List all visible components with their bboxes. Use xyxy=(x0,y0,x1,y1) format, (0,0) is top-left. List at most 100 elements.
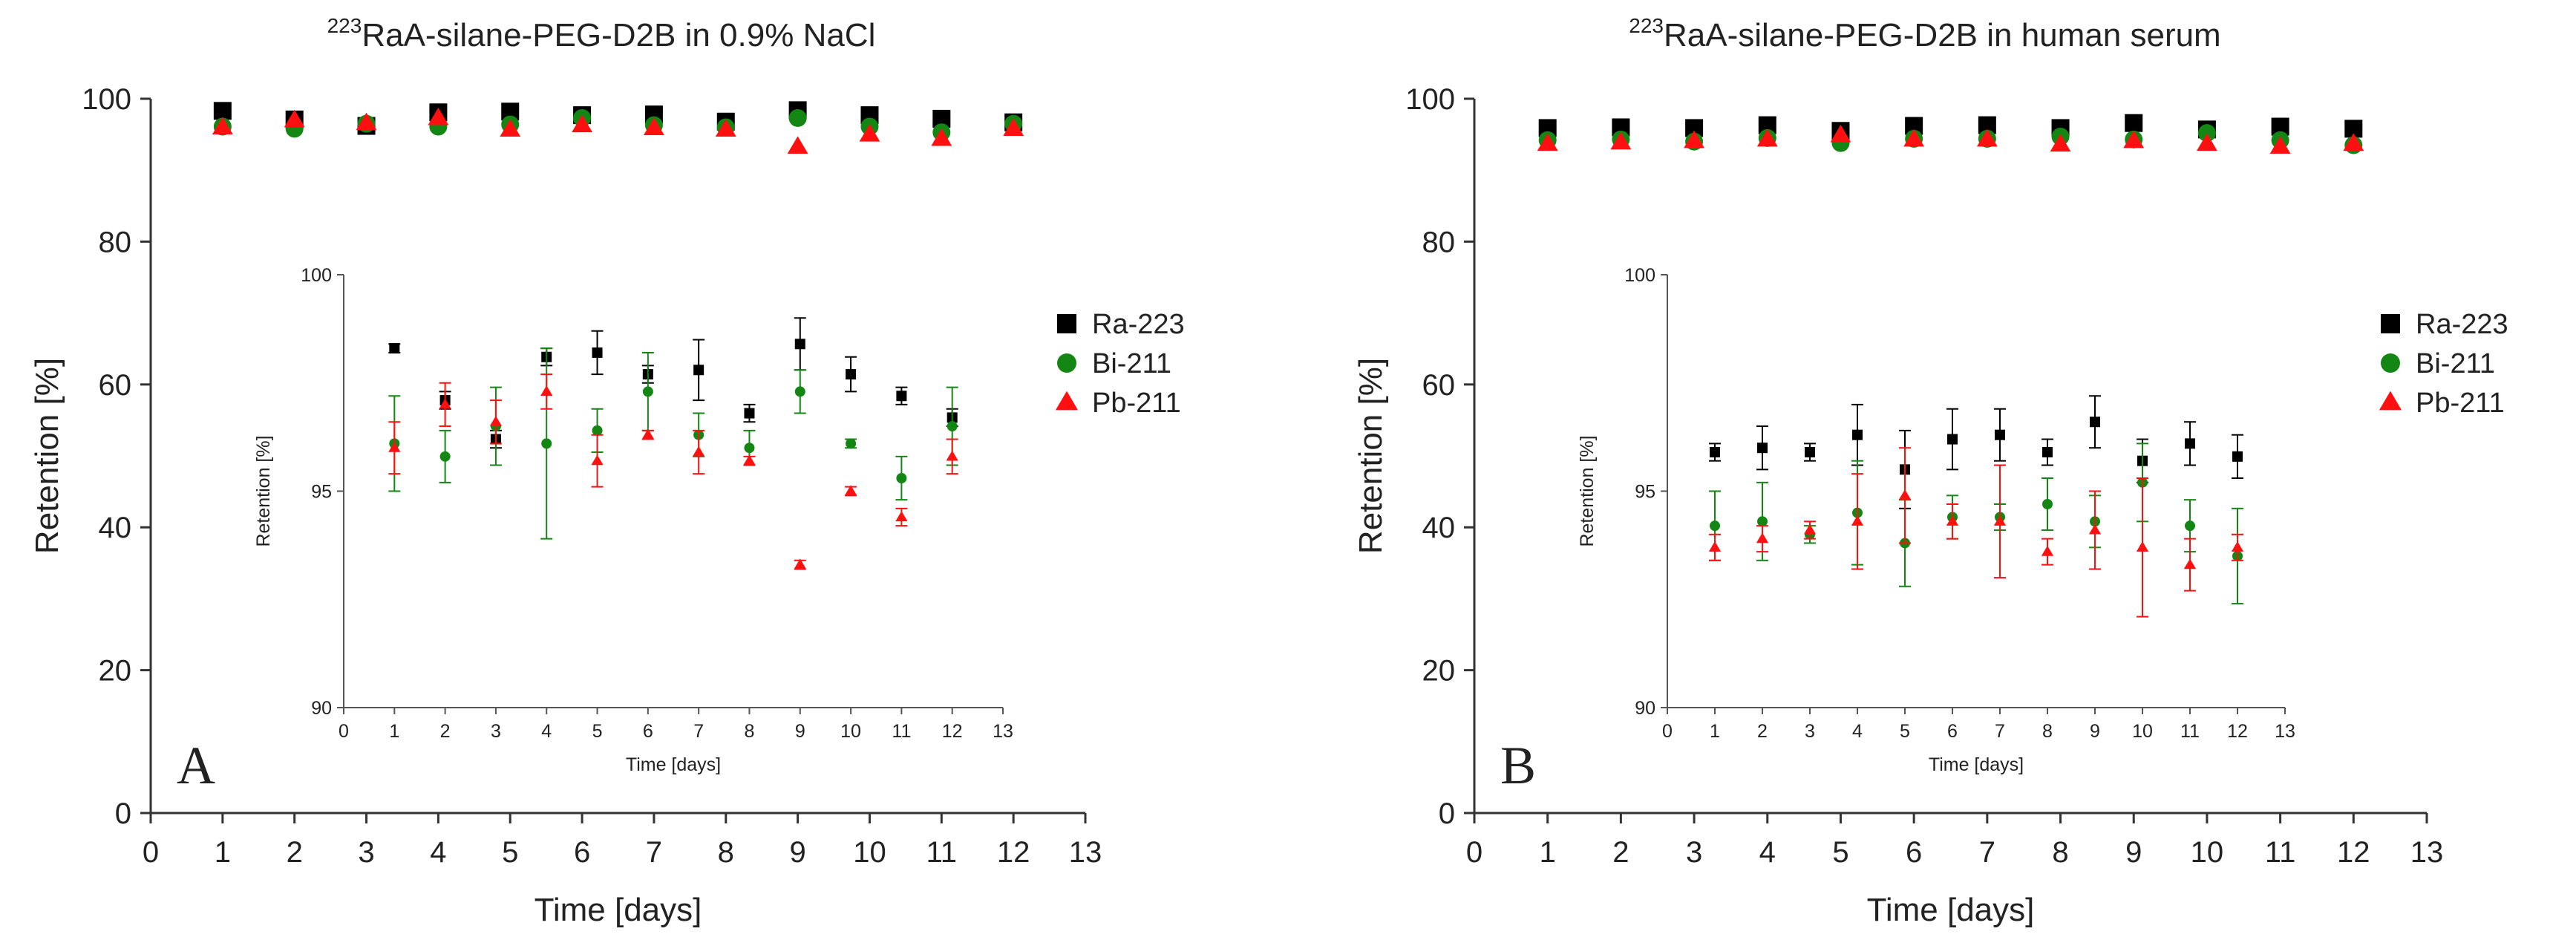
chart-title-superscript: 223 xyxy=(327,14,362,37)
x-tick-label: 0 xyxy=(143,836,159,869)
y-axis-label: Retention [%] xyxy=(1353,358,1389,554)
inset-data-point xyxy=(642,386,653,397)
inset-data-point xyxy=(844,485,857,496)
inset-data-point xyxy=(2136,541,2149,552)
inset-x-tick-label: 4 xyxy=(541,721,552,742)
data-point xyxy=(1976,128,1998,147)
y-axis-label: Retention [%] xyxy=(29,358,65,554)
inset-data-point xyxy=(2042,498,2053,509)
inset-series-ra-223 xyxy=(1709,395,2243,509)
inset-data-point xyxy=(744,443,755,454)
inset-series-bi-211 xyxy=(388,347,958,540)
inset-data-point xyxy=(1995,429,2005,440)
chart-title-text: RaA-silane-PEG-D2B in human serum xyxy=(1664,17,2221,53)
y-tick-label: 20 xyxy=(1422,655,1456,688)
data-point xyxy=(1610,131,1632,150)
inset-data-point xyxy=(2041,545,2054,556)
inset-series-ra-223 xyxy=(388,317,958,449)
legend-marker xyxy=(1057,314,1076,333)
inset-series-bi-211 xyxy=(1709,443,2243,605)
inset-data-point xyxy=(1993,515,2007,526)
legend-label: Ra-223 xyxy=(2416,309,2508,340)
y-tick-label: 40 xyxy=(99,512,132,544)
inset-x-tick-label: 1 xyxy=(1710,721,1720,742)
x-tick-label: 6 xyxy=(574,836,590,869)
inset-data-point xyxy=(896,473,907,484)
inset-x-tick-label: 12 xyxy=(2227,721,2248,742)
inset-data-point xyxy=(1757,443,1768,454)
inset-x-tick-label: 0 xyxy=(339,721,349,742)
x-tick-label: 12 xyxy=(2337,836,2370,869)
x-tick-label: 5 xyxy=(1832,836,1848,869)
x-tick-label: 11 xyxy=(926,836,958,869)
x-axis-label: Time [days] xyxy=(535,892,702,928)
inset-data-point xyxy=(1756,532,1769,544)
data-point xyxy=(500,119,521,137)
inset-x-tick-label: 4 xyxy=(1852,721,1863,742)
inset-x-tick-label: 3 xyxy=(1805,721,1815,742)
y-tick-label: 40 xyxy=(1422,512,1456,544)
y-tick-label: 60 xyxy=(99,369,132,402)
inset-data-point xyxy=(846,438,857,449)
data-point xyxy=(859,123,880,142)
inset-data-point xyxy=(895,511,908,522)
inset-data-point xyxy=(2231,541,2244,552)
inset-data-point xyxy=(743,454,756,466)
chart-title: 223RaA-silane-PEG-D2B in human serum xyxy=(1629,14,2220,53)
data-point xyxy=(2050,134,2071,152)
inset-x-tick-label: 5 xyxy=(1900,721,1910,742)
legend-marker xyxy=(1055,391,1079,411)
data-point xyxy=(428,107,449,125)
x-tick-label: 10 xyxy=(2191,836,2224,869)
legend: Ra-223 Bi-211 Pb-211 xyxy=(1055,309,1185,419)
inset-y-tick-label: 100 xyxy=(1624,265,1655,286)
inset-data-point xyxy=(1898,489,1912,500)
inset-data-point xyxy=(2185,438,2195,449)
inset-data-point xyxy=(1851,515,1864,526)
data-point xyxy=(356,112,377,131)
data-point xyxy=(2197,124,2216,143)
data-point xyxy=(284,109,305,128)
inset-x-tick-label: 2 xyxy=(1757,721,1768,742)
data-point xyxy=(788,108,807,127)
data-point xyxy=(931,128,952,146)
series-pb-211 xyxy=(1537,124,2364,154)
inset-x-tick-label: 3 xyxy=(491,721,501,742)
x-tick-label: 11 xyxy=(2265,836,2296,869)
legend-marker xyxy=(2379,391,2402,411)
x-tick-label: 1 xyxy=(1540,836,1556,869)
inset-x-tick-label: 9 xyxy=(2090,721,2100,742)
x-tick-label: 4 xyxy=(1759,836,1776,869)
inset-data-point xyxy=(2090,417,2100,428)
inset-data-point xyxy=(1708,541,1722,552)
legend-label: Ra-223 xyxy=(1092,309,1185,340)
inset-data-point xyxy=(1947,434,1958,445)
data-point xyxy=(572,114,592,133)
inset-data-point xyxy=(946,450,958,461)
inset-x-tick-label: 7 xyxy=(693,721,704,742)
inset-x-tick-label: 11 xyxy=(892,721,911,742)
inset-x-tick-label: 13 xyxy=(2275,721,2295,742)
y-tick-label: 60 xyxy=(1422,369,1456,402)
inset-x-tick-label: 8 xyxy=(2042,721,2053,742)
inset-data-point xyxy=(947,421,958,432)
inset-x-tick-label: 1 xyxy=(389,721,399,742)
inset-data-point xyxy=(439,398,451,409)
series-pb-211 xyxy=(212,107,1024,154)
inset-x-tick-label: 13 xyxy=(993,721,1013,742)
legend-label: Pb-211 xyxy=(2416,388,2505,419)
x-axis-label: Time [days] xyxy=(1867,892,2035,928)
data-point xyxy=(787,136,808,154)
inset-series-pb-211 xyxy=(1708,447,2244,618)
inset-data-point xyxy=(592,347,603,358)
data-point xyxy=(2125,114,2143,132)
inset-data-point xyxy=(1946,515,1959,526)
data-point xyxy=(2269,136,2291,154)
data-point xyxy=(212,117,233,135)
inset-data-point xyxy=(794,558,806,569)
inset-data-point xyxy=(641,428,654,440)
series-bi-211 xyxy=(213,108,1023,142)
inset-y-axis-label: Retention [%] xyxy=(1577,435,1598,546)
